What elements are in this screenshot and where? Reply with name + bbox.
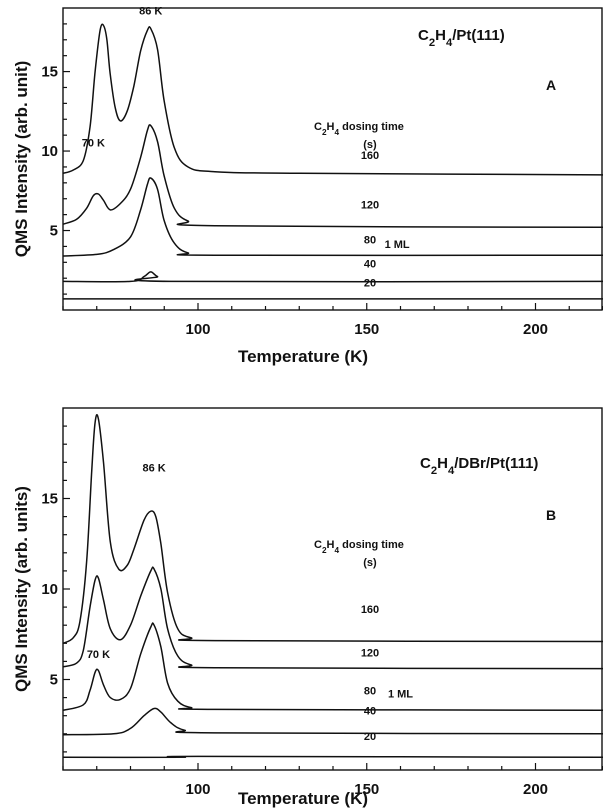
peak-annotation: 70 K [82,137,105,149]
y-tick-label: 5 [50,223,58,240]
series-label-80s: 80 [364,234,376,246]
series-line-160s [62,23,603,176]
y-axis-label: QMS Intensity (arb. unit) [12,61,31,257]
peak-annotation: 1 ML [388,689,413,701]
y-tick-label: 15 [41,491,58,508]
legend-title: C2H4 dosing time [314,539,404,555]
series-line-80s [62,622,603,712]
plot-frame [62,7,603,311]
panel-title: C2H4/DBr/Pt(111) [420,455,538,477]
series-label-80s: 80 [364,686,376,698]
panel-b: 100 150 200 5 10 15 Temperature (K) QMS Intensi… [12,407,603,808]
x-tick-label: 100 [185,321,210,338]
panel-a: 100 150 200 5 10 15 Temperature (K) QMS Intensi… [12,5,603,366]
x-axis-label: Temperature (K) [238,789,368,808]
series-label-120s: 120 [361,199,379,211]
series-line-40s [62,707,603,736]
legend-unit: (s) [363,557,377,569]
x-tick-label: 200 [523,321,548,338]
series-line-160s [62,414,603,644]
series-label-160s: 160 [361,604,379,616]
y-tick-label: 10 [41,143,58,160]
y-tick-label: 15 [41,64,58,81]
series-line-120s [62,124,603,229]
x-tick-label: 200 [523,781,548,798]
series-label-40s: 40 [364,706,376,718]
legend-unit: (s) [363,139,377,151]
panel-letter: A [546,77,556,93]
series-line-120s [62,566,603,670]
series-label-20s: 20 [364,277,376,289]
x-tick-label: 100 [185,781,210,798]
legend-title: C2H4 dosing time [314,121,404,137]
y-tick-label: 5 [50,672,58,689]
x-axis-label: Temperature (K) [238,347,368,366]
series-line-80s [62,177,603,257]
panel-letter: B [546,507,556,523]
x-tick-label: 150 [354,321,379,338]
x-tick-label: 150 [354,781,379,798]
y-tick-label: 10 [41,581,58,598]
peak-annotation: 70 K [87,649,110,661]
series-label-40s: 40 [364,258,376,270]
series-label-120s: 120 [361,648,379,660]
peak-annotation: 1 ML [385,239,410,251]
y-axis-label: QMS Intensity (arb. units) [12,486,31,692]
series-label-160s: 160 [361,150,379,162]
series-line-40s [62,271,603,283]
peak-annotation: 86 K [143,462,166,474]
peak-annotation: 86 K [139,5,162,17]
panel-title: C2H4/Pt(111) [418,27,505,49]
series-line-20s [62,755,603,759]
